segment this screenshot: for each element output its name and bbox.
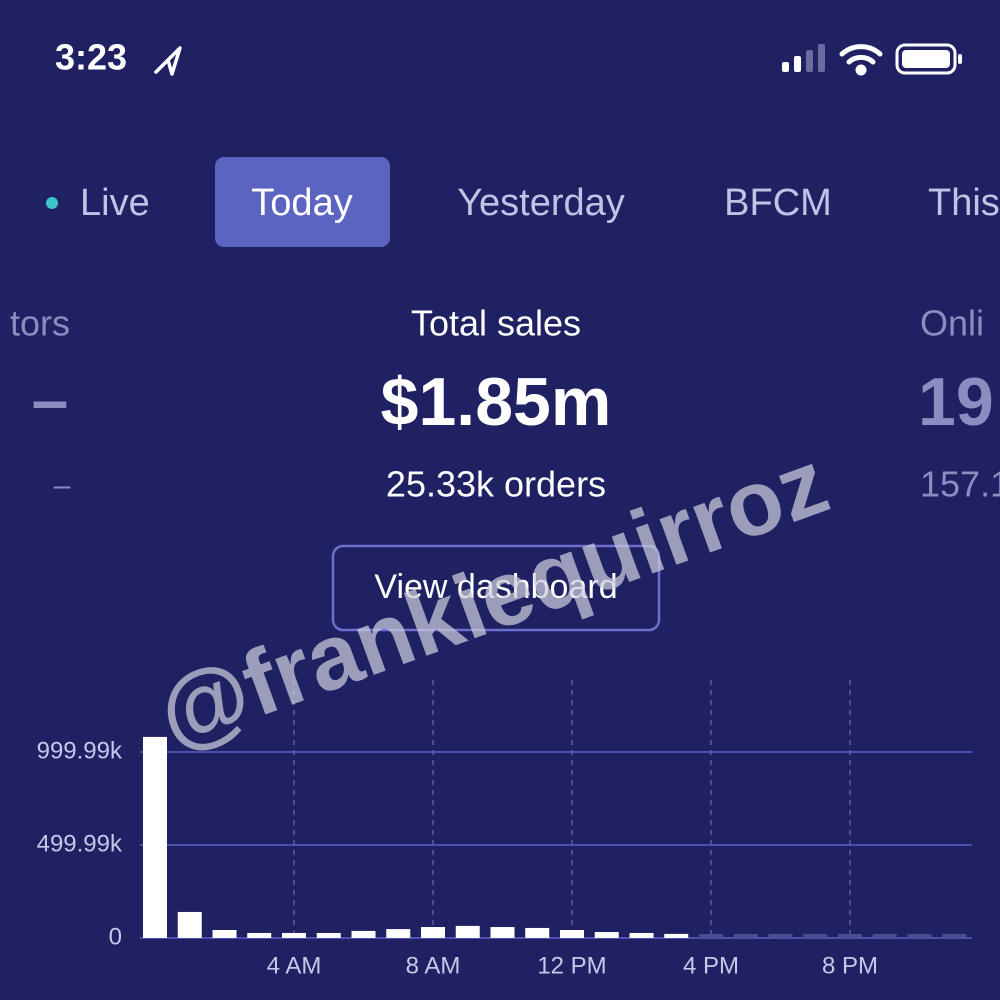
metric-label: Total sales — [411, 303, 581, 344]
y-tick-label: 499.99k — [37, 830, 123, 857]
metric-value: $1.85m — [381, 364, 612, 440]
bar — [177, 911, 202, 938]
tab[interactable]: Today — [251, 182, 352, 224]
x-tick-label: 12 PM — [537, 952, 606, 979]
button-label[interactable]: View dashboard — [374, 568, 617, 606]
bar — [282, 932, 306, 938]
bar — [594, 932, 619, 938]
bar — [247, 932, 272, 938]
tab[interactable]: This — [928, 182, 1000, 224]
tab-selected-bg[interactable] — [215, 157, 390, 247]
x-tick-label: 8 PM — [822, 952, 878, 979]
metric-sub: – — [54, 469, 71, 502]
y-tick-label: 999.99k — [37, 737, 123, 764]
signal-icon — [782, 44, 825, 72]
bar — [490, 927, 515, 938]
metric-label: Onli — [920, 303, 984, 344]
tab[interactable]: Yesterday — [457, 182, 625, 224]
placeholder-bar — [838, 934, 862, 938]
metric-value: – — [32, 362, 69, 436]
placeholder-bar — [803, 934, 828, 938]
metric-sub: 25.33k orders — [386, 464, 606, 505]
live-dot — [46, 197, 58, 209]
battery-icon — [895, 43, 962, 75]
placeholder-bar — [942, 934, 967, 938]
tab[interactable]: Live — [80, 182, 150, 224]
bar — [212, 930, 237, 938]
bar — [386, 929, 411, 938]
placeholder-bar — [872, 934, 897, 938]
bar — [351, 930, 376, 938]
dashboard-button[interactable] — [331, 544, 661, 632]
x-tick-label: 4 PM — [683, 952, 739, 979]
bar — [560, 930, 584, 938]
bar — [316, 932, 341, 938]
x-tick-label: 8 AM — [406, 952, 461, 979]
placeholder-bar — [699, 934, 723, 938]
chart: 4 AM 8 AM 12 PM 4 PM 8 PM 0 499.99k 999.99k — [37, 680, 972, 979]
x-tick-label: 4 AM — [267, 952, 322, 979]
metric-value: 19 — [918, 364, 994, 440]
bar — [664, 933, 689, 938]
metric-label: tors — [10, 303, 70, 344]
bar — [143, 736, 167, 938]
placeholder-bar — [733, 934, 758, 938]
clock: 3:23 — [55, 37, 127, 78]
bar — [629, 932, 654, 938]
location-icon — [154, 46, 182, 76]
bar — [421, 927, 445, 938]
bar — [455, 925, 480, 938]
metric-sub: 157.1 — [920, 464, 1000, 505]
wifi-icon — [839, 44, 883, 76]
tab[interactable]: BFCM — [724, 182, 832, 224]
placeholder-bar — [768, 934, 793, 938]
y-tick-label: 0 — [109, 923, 122, 950]
placeholder-bar — [907, 934, 932, 938]
bar — [525, 927, 550, 938]
